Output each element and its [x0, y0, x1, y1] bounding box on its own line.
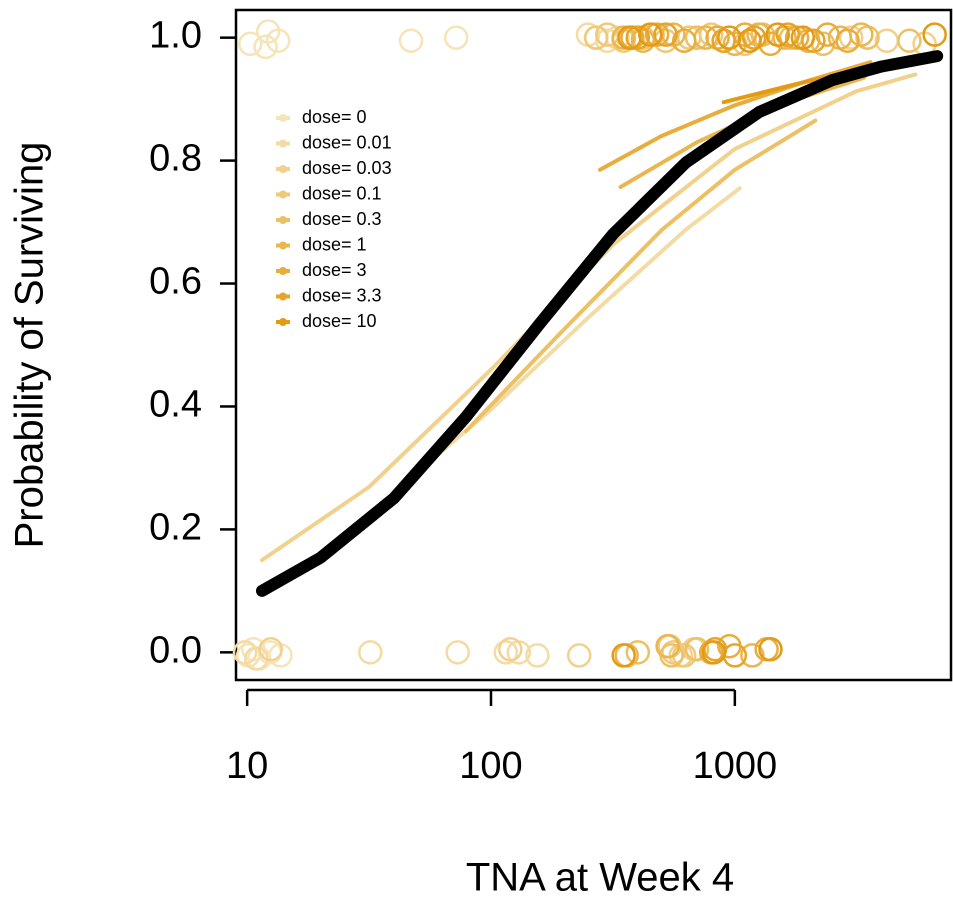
data-point: [684, 25, 710, 50]
data-point: [443, 25, 469, 50]
data-point: [398, 28, 424, 53]
data-point: [232, 640, 258, 665]
y-tick-label: 0.6: [149, 261, 202, 303]
x-tick-label: 1000: [693, 745, 778, 787]
data-point: [790, 25, 816, 50]
legend-marker: [279, 267, 287, 275]
data-point: [238, 31, 263, 57]
y-tick-label: 0.4: [149, 383, 202, 425]
legend-label: dose= 0.03: [302, 158, 392, 178]
legend-label: dose= 3.3: [302, 285, 382, 305]
legend-label: dose= 0.1: [302, 183, 382, 203]
legend-label: dose= 1: [302, 234, 367, 254]
x-axis-label: TNA at Week 4: [466, 856, 734, 900]
y-tick-label: 0.8: [149, 138, 202, 180]
x-tick-label: 100: [459, 745, 522, 787]
data-point: [897, 28, 922, 53]
data-point: [566, 643, 592, 668]
data-point: [655, 633, 680, 659]
y-axis-label: Probability of Surviving: [8, 142, 52, 549]
legend-marker: [279, 292, 287, 301]
dose-curve: [398, 186, 742, 488]
data-point: [644, 22, 670, 47]
overall-curve: [256, 50, 944, 597]
data-point: [684, 637, 710, 662]
dose-curve: [618, 75, 867, 189]
legend-marker: [279, 216, 287, 224]
data-point: [445, 640, 470, 665]
legend-label: dose= 10: [302, 311, 377, 331]
data-point: [701, 640, 727, 665]
y-tick-label: 0.2: [149, 506, 202, 548]
legend-marker: [279, 241, 287, 250]
data-point: [525, 643, 550, 668]
dose-curve: [598, 60, 873, 172]
data-point: [737, 28, 762, 53]
data-point: [835, 28, 860, 53]
data-point: [253, 34, 278, 60]
dose-curve: [260, 72, 918, 563]
legend-marker: [279, 318, 287, 326]
dose-curve: [464, 118, 818, 434]
data-point: [838, 25, 864, 50]
data-point: [758, 637, 783, 662]
legend-marker: [279, 190, 287, 199]
data-point: [765, 22, 791, 47]
data-point: [717, 25, 742, 50]
data-point: [922, 22, 947, 47]
legend-marker: [279, 139, 287, 148]
data-point: [653, 22, 678, 47]
data-point: [493, 640, 519, 665]
data-point: [258, 637, 284, 662]
legend-label: dose= 3: [302, 260, 367, 280]
legend-marker: [279, 114, 287, 122]
y-tick-label: 0.0: [149, 629, 202, 671]
data-point: [775, 22, 801, 47]
data-point: [583, 25, 609, 50]
data-point: [625, 640, 651, 665]
data-point: [611, 643, 636, 668]
x-tick-label: 10: [226, 745, 268, 787]
data-point: [849, 22, 874, 47]
data-point: [498, 637, 523, 662]
y-tick-label: 1.0: [149, 15, 202, 57]
legend-label: dose= 0.01: [302, 132, 392, 152]
data-point: [801, 28, 826, 53]
data-point: [638, 22, 663, 47]
data-point: [661, 640, 686, 665]
plot-frame: [234, 8, 953, 682]
data-point: [625, 25, 651, 50]
data-point: [630, 28, 656, 53]
legend-label: dose= 0.3: [302, 209, 382, 229]
data-point: [741, 25, 767, 50]
data-point: [358, 640, 383, 665]
data-point: [265, 28, 291, 53]
data-point: [611, 25, 636, 50]
data-point: [740, 643, 765, 668]
legend-marker: [279, 165, 287, 173]
legend-label: dose= 0: [302, 107, 367, 127]
